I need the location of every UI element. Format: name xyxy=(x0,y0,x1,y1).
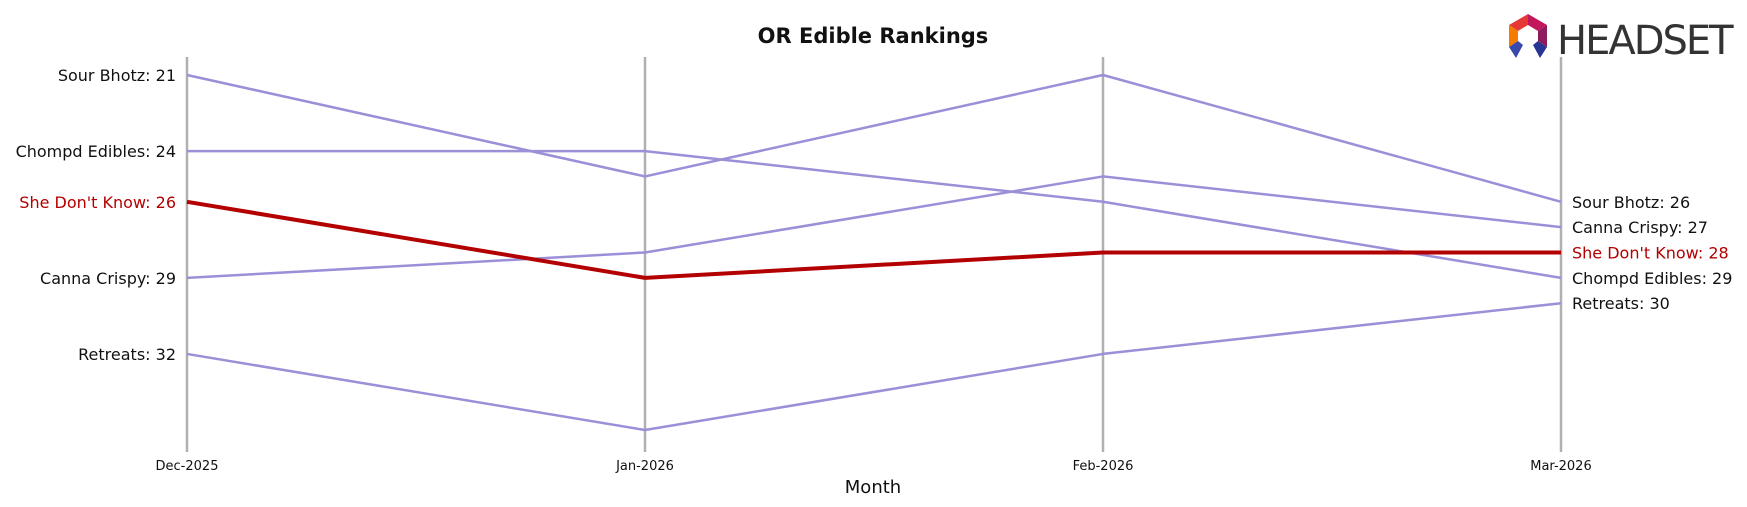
start-label-sour-bhotz: Sour Bhotz: 21 xyxy=(58,66,176,85)
x-axis-label: Month xyxy=(845,477,901,498)
series-line-sour-bhotz xyxy=(186,73,1562,203)
end-labels: Sour Bhotz: 26 Chompd Edibles: 29 Canna Cr… xyxy=(1572,193,1732,313)
x-tick-labels: Dec-2025 Jan-2026 Feb-2026 Mar-2026 xyxy=(156,459,1592,474)
x-tick-jan-2026: Jan-2026 xyxy=(615,459,674,474)
start-label-she-don-t-know: She Don't Know: 26 xyxy=(19,193,176,212)
end-label-chompd-edibles: Chompd Edibles: 29 xyxy=(1572,269,1732,288)
end-label-sour-bhotz: Sour Bhotz: 26 xyxy=(1572,193,1690,212)
end-label-canna-crispy: Canna Crispy: 27 xyxy=(1572,218,1708,237)
series-line-retreats xyxy=(186,301,1562,432)
x-tick-dec-2025: Dec-2025 xyxy=(156,459,219,474)
series-line-chompd-edibles xyxy=(187,149,1562,280)
start-label-retreats: Retreats: 32 xyxy=(78,345,176,364)
start-label-chompd-edibles: Chompd Edibles: 24 xyxy=(16,142,176,161)
logo-text: HEADSET xyxy=(1557,18,1734,64)
end-label-she-don-t-know: She Don't Know: 28 xyxy=(1572,244,1729,263)
series-line-canna-crispy xyxy=(186,175,1562,280)
headset-logo: HEADSET xyxy=(1509,14,1736,64)
start-label-canna-crispy: Canna Crispy: 29 xyxy=(40,269,176,288)
series-line-she-don-t-know xyxy=(186,199,1561,280)
chart-title: OR Edible Rankings xyxy=(758,24,989,48)
headset-logo-icon xyxy=(1509,14,1547,58)
x-tick-mar-2026: Mar-2026 xyxy=(1530,459,1591,474)
end-label-retreats: Retreats: 30 xyxy=(1572,294,1670,313)
start-labels: Sour Bhotz: 21 Chompd Edibles: 24 Canna Cr… xyxy=(16,66,176,364)
series-lines xyxy=(186,73,1562,432)
x-tick-feb-2026: Feb-2026 xyxy=(1073,459,1134,474)
